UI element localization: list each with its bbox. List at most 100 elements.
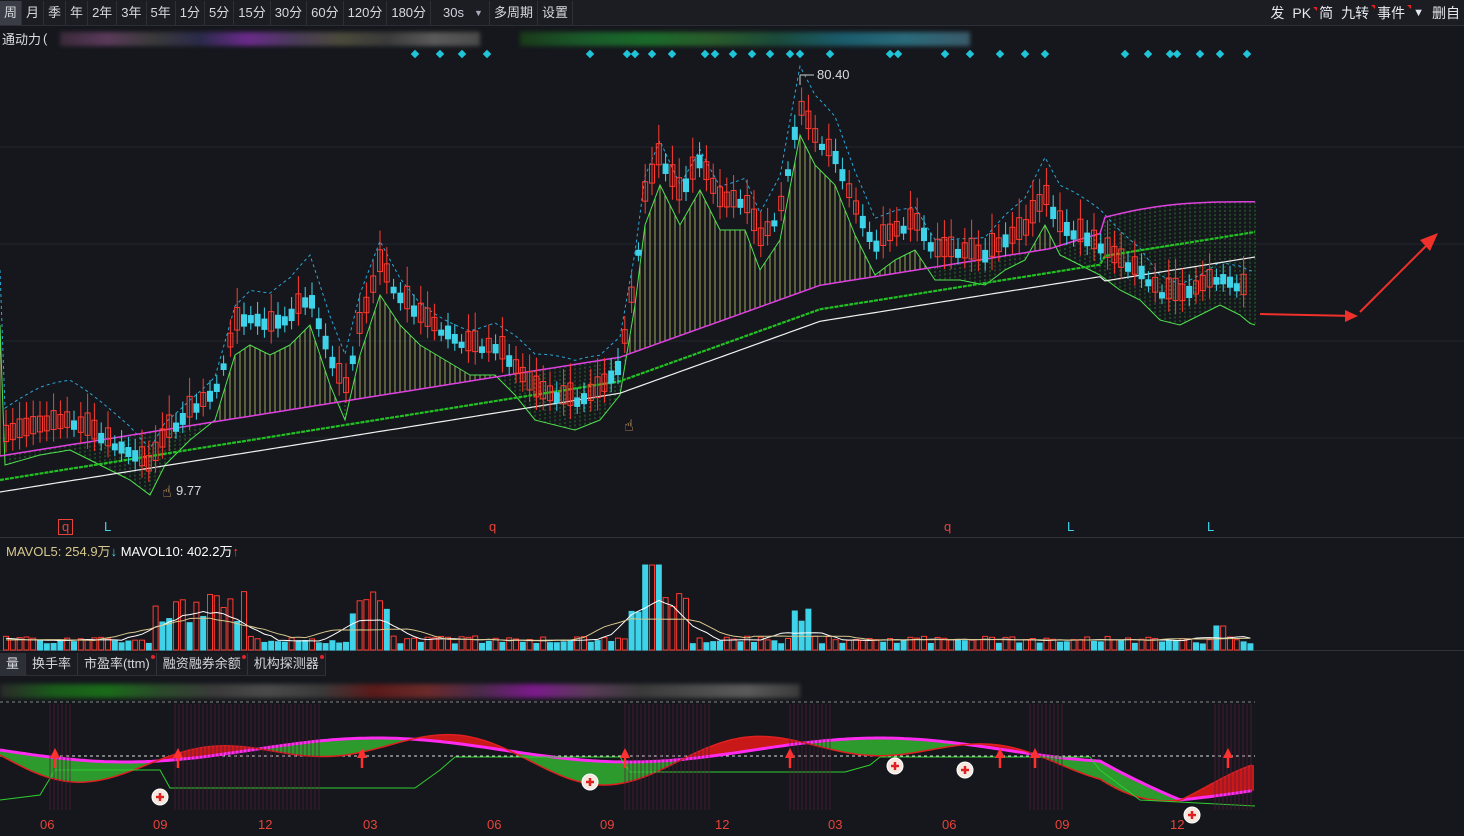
candle-body [791,126,798,140]
signal-diamond [410,49,420,59]
volume-bar [819,643,825,651]
x-axis-label: 12 [258,817,273,832]
candle-body [23,417,30,437]
period-button[interactable]: 5分 [205,0,235,25]
volume-bar [900,640,907,651]
volume-bar [84,639,91,651]
divider [0,650,1464,651]
period-button[interactable]: 5年 [147,0,176,25]
volume-bar [411,637,417,651]
volume-bar [1193,642,1199,651]
candle-body [227,332,234,348]
period-button[interactable]: 周 [0,0,23,25]
volume-bar [914,637,921,651]
candle-body [118,441,125,454]
volume-bar [281,641,288,651]
tab-pe-ttm[interactable]: 市盈率(ttm) [78,653,157,675]
period-button[interactable]: 季 [44,0,67,25]
volume-bar [540,636,547,651]
volume-bar [213,595,220,651]
candle-body [1125,262,1131,272]
period-button[interactable]: 2年 [88,0,118,25]
nine-turn-button[interactable]: 九转 [1337,3,1376,23]
candle-body [479,346,485,353]
candle-body [1186,285,1193,299]
period-button[interactable]: 年 [66,0,89,25]
period-button[interactable]: 30分 [271,0,308,25]
indicator-paren: ( [43,30,48,46]
candle-body [91,419,98,440]
candle-body [1023,219,1029,236]
delete-custom-button[interactable]: 删自 [1432,4,1460,21]
tab-margin[interactable]: 融资融券余额 [157,653,248,675]
candle-body [696,154,703,169]
x-axis-label: 03 [828,817,843,832]
candle-body [261,318,268,330]
volume-bar [683,597,689,651]
volume-bar [839,642,846,651]
period-button[interactable]: 120分 [344,0,388,25]
signal-letter: L [104,519,112,534]
candle-body [336,363,343,384]
settings-button[interactable]: 设置 [538,0,573,25]
dropdown-triangle-icon[interactable]: ▼ [1413,6,1424,19]
volume-bar [1138,638,1145,651]
candle-body [683,178,689,193]
candle-body [744,195,751,214]
simple-button[interactable]: 简 [1319,4,1334,21]
candle-body [193,403,200,413]
plus-marker-icon [156,793,164,801]
multi-period-button[interactable]: 多周期 [490,0,538,25]
candle-body [302,297,309,308]
volume-bar [43,643,50,651]
period-button[interactable]: 1分 [176,0,205,25]
volume-bar [200,615,207,651]
ma-magenta-line [0,201,1255,457]
volume-bar [220,607,227,651]
projection-arrow [1359,239,1433,313]
tab-volume[interactable]: 量 [0,653,27,675]
volume-bar [363,599,370,651]
candle-body [275,314,281,329]
candle-body [247,315,254,324]
volume-bar [989,636,995,651]
mavol10-label: MAVOL10: [120,544,184,559]
volume-bar [1172,640,1179,651]
candle-body [519,366,526,383]
tab-pe-label: 市盈率(ttm) [84,656,150,671]
publish-button[interactable]: 发 [1270,4,1285,21]
candle-body [900,225,907,234]
pk-button[interactable]: PK [1288,5,1318,21]
candle-body [30,416,37,435]
candle-body [873,240,880,252]
volume-bar [492,637,499,651]
interval-select[interactable]: 30s ▼ [431,0,490,25]
volume-bar [1125,637,1131,651]
volume-bar [655,564,662,651]
candle-body [200,392,207,407]
period-button[interactable]: 15分 [234,0,271,25]
period-button[interactable]: 180分 [387,0,432,25]
mavol5-value: 254.9万 [65,544,111,559]
indicator-name[interactable]: 通动力 [2,31,42,47]
volume-bar [309,638,315,651]
period-button[interactable]: 3年 [117,0,147,25]
candle-body [111,443,118,451]
candle-body [404,285,411,310]
candle-body [1227,276,1233,288]
candle-body [16,418,23,439]
tab-institution[interactable]: 机构探测器 [248,653,326,675]
tab-turnover[interactable]: 换手率 [26,653,79,675]
period-button[interactable]: 月 [22,0,45,25]
period-button[interactable]: 60分 [307,0,344,25]
volume-bar [132,639,139,651]
candle-body [43,415,50,432]
chevron-down-icon: ▼ [474,7,483,18]
volume-bar [179,599,186,651]
volume-bar [710,641,717,651]
events-button[interactable]: 事件 [1373,3,1412,23]
volume-bar [438,635,445,651]
volume-bar [397,643,404,651]
candle-body [798,100,805,116]
